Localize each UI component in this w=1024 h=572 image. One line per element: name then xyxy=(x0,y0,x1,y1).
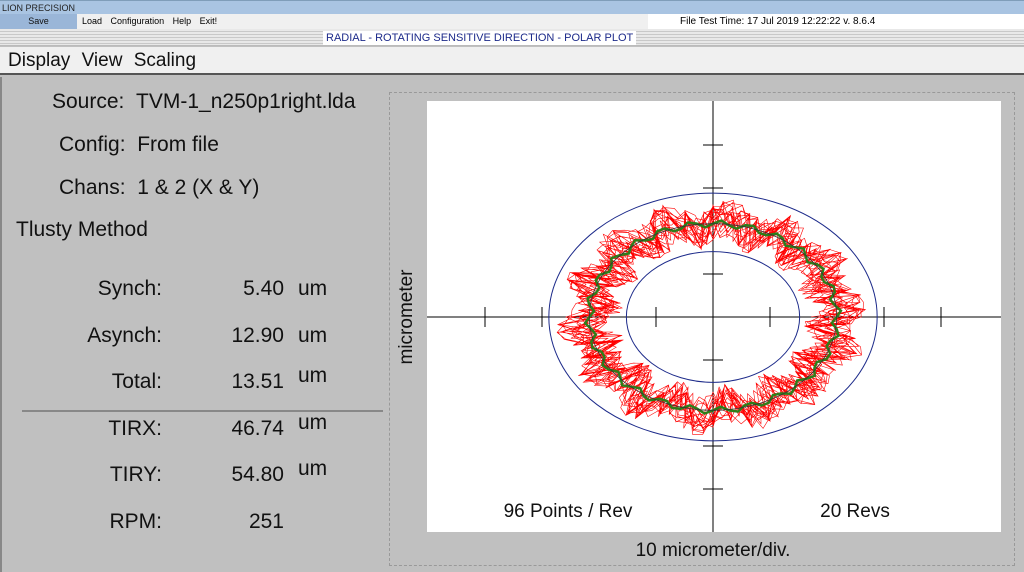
menu-view[interactable]: View xyxy=(81,50,123,71)
plot-mode-banner: RADIAL - ROTATING SENSITIVE DIRECTION - … xyxy=(0,29,1024,46)
app-title-bar: LION PRECISION xyxy=(0,0,1024,14)
outer-circle xyxy=(548,192,878,442)
stat-unit: um xyxy=(298,324,328,347)
method-label: Tlusty Method xyxy=(16,218,148,241)
stat-value: 13.51 xyxy=(231,370,284,393)
chans-label: Chans: xyxy=(59,176,126,199)
stat-row: TIRY: 54.80 um xyxy=(2,457,327,487)
mean-circle xyxy=(588,223,838,411)
stat-row: RPM: 251 xyxy=(2,510,298,534)
chans-row: Chans: 1 & 2 (X & Y) xyxy=(59,176,259,200)
chans-value: 1 & 2 (X & Y) xyxy=(137,176,260,199)
view-menu-bar: Display View Scaling xyxy=(0,47,1024,75)
stat-row: Synch: 5.40 um xyxy=(2,277,327,301)
inner-circle xyxy=(625,251,801,383)
stat-unit: um xyxy=(298,457,328,480)
stat-value: 5.40 xyxy=(243,277,284,300)
stat-unit: um xyxy=(298,411,328,434)
config-row: Config: From file xyxy=(59,133,219,157)
plot-mode-title: RADIAL - ROTATING SENSITIVE DIRECTION - … xyxy=(323,31,637,45)
menu-scaling[interactable]: Scaling xyxy=(133,50,197,71)
polar-plot-frame: micrometer 10 micrometer/div. 96 Points … xyxy=(389,92,1015,566)
menu-configuration[interactable]: Configuration xyxy=(110,16,165,26)
stat-value: 12.90 xyxy=(231,324,284,347)
points-per-rev-label: 96 Points / Rev xyxy=(504,501,633,522)
menu-bar: Save Load Configuration Help Exit! File … xyxy=(0,14,1024,29)
source-row: Source: TVM-1_n250p1right.lda xyxy=(52,90,356,114)
stat-row: TIRX: 46.74 um xyxy=(2,411,327,441)
stat-row: Total: 13.51 um xyxy=(2,364,327,394)
stat-label: TIRY: xyxy=(109,463,162,486)
source-label: Source: xyxy=(52,90,125,113)
config-label: Config: xyxy=(59,133,126,156)
menu-load[interactable]: Load xyxy=(82,16,103,26)
stat-value: 46.74 xyxy=(231,417,284,440)
raw-data-trace xyxy=(556,199,867,435)
menu-exit[interactable]: Exit! xyxy=(199,16,218,26)
file-test-time: File Test Time: 17 Jul 2019 12:22:22 v. … xyxy=(648,14,1024,29)
polar-plot: micrometer 10 micrometer/div. 96 Points … xyxy=(396,101,1001,561)
stat-value: 54.80 xyxy=(231,463,284,486)
stat-label: Total: xyxy=(111,370,162,393)
source-value: TVM-1_n250p1right.lda xyxy=(136,90,356,113)
stat-label: Synch: xyxy=(97,277,162,300)
stat-unit: um xyxy=(298,277,328,300)
config-value: From file xyxy=(137,133,219,156)
menu-help[interactable]: Help xyxy=(172,16,192,26)
divider xyxy=(22,410,383,412)
info-panel: Source: TVM-1_n250p1right.lda Config: Fr… xyxy=(0,77,388,572)
menu-display[interactable]: Display xyxy=(8,50,71,71)
stat-unit: um xyxy=(298,364,328,387)
stat-row: Asynch: 12.90 um xyxy=(2,324,327,348)
app-title: LION PRECISION xyxy=(2,3,76,13)
stat-label: Asynch: xyxy=(87,324,162,347)
revs-label: 20 Revs xyxy=(820,501,890,522)
save-button[interactable]: Save xyxy=(0,14,77,29)
stat-value: 251 xyxy=(248,510,284,533)
stat-label: RPM: xyxy=(109,510,163,533)
stat-label: TIRX: xyxy=(108,417,162,440)
y-axis-label: micrometer xyxy=(396,269,417,365)
x-axis-label: 10 micrometer/div. xyxy=(636,540,791,561)
